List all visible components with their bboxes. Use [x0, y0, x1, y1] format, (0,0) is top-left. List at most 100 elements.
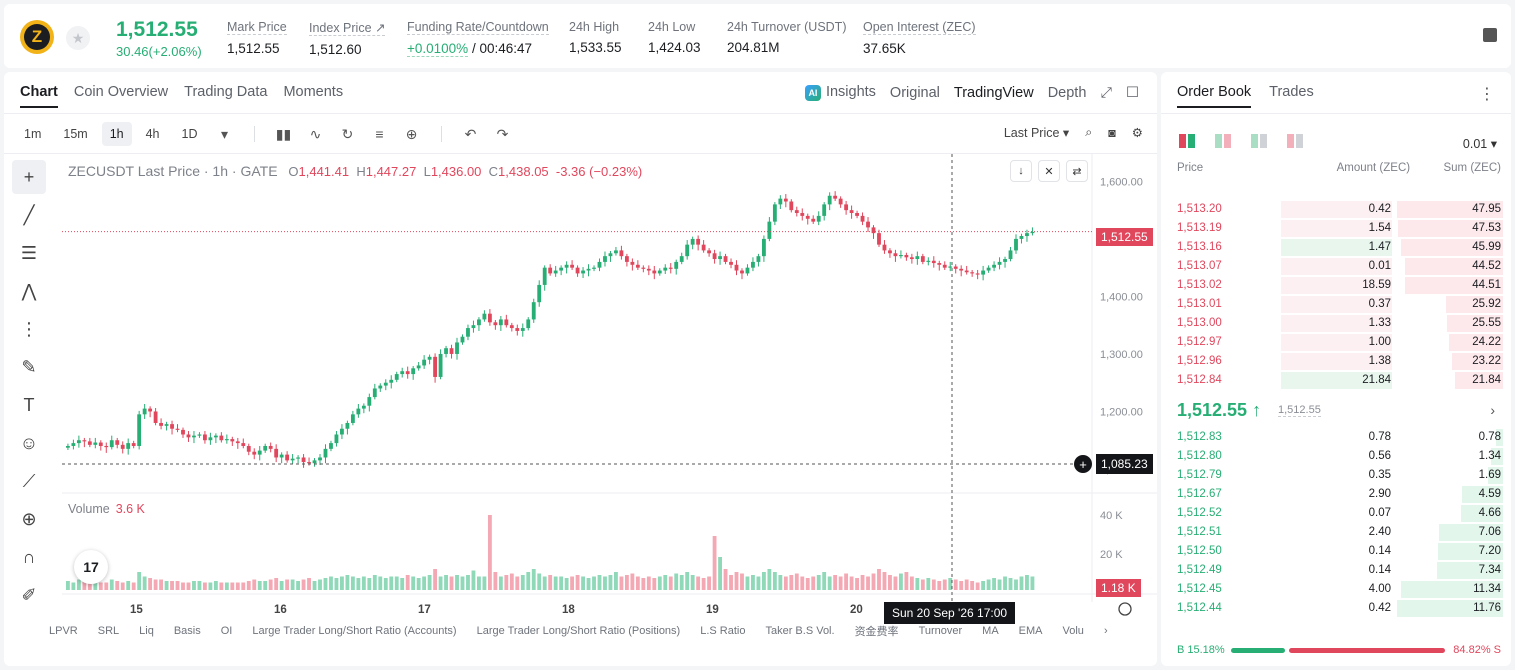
- tab-order-book[interactable]: Order Book: [1177, 84, 1252, 108]
- pattern-icon[interactable]: ⋀: [21, 280, 37, 301]
- bid-row[interactable]: 1,512.80 0.56 1.34: [1161, 447, 1511, 466]
- ask-row[interactable]: 1,513.19 1.54 47.53: [1161, 219, 1511, 238]
- brush-icon[interactable]: ✎: [21, 356, 37, 377]
- zoom-icon[interactable]: ⊕: [21, 508, 37, 529]
- indicator-lpvr[interactable]: LPVR: [49, 625, 78, 637]
- indicator-turnover[interactable]: Turnover: [918, 625, 963, 637]
- favorite-star-icon[interactable]: ★: [66, 26, 90, 50]
- timeframe-1h[interactable]: 1h: [101, 122, 132, 146]
- timeframe-1d[interactable]: 1D: [181, 127, 198, 141]
- more-options-icon[interactable]: ⋮: [1479, 86, 1495, 103]
- indicator-large-trader-accounts[interactable]: Large Trader Long/Short Ratio (Accounts): [252, 625, 457, 637]
- candlestick-chart[interactable]: 1,600.001,400.001,300.001,200.001,100.00…: [4, 72, 1157, 666]
- indicator-oi[interactable]: OI: [220, 625, 233, 637]
- bid-row[interactable]: 1,512.83 0.78 0.78: [1161, 428, 1511, 447]
- swap-icon[interactable]: ⇄: [1066, 160, 1088, 182]
- guide-book-icon[interactable]: [1483, 28, 1497, 42]
- magnet-icon[interactable]: ∩: [22, 546, 36, 567]
- ask-row[interactable]: 1,513.00 1.33 25.55: [1161, 314, 1511, 333]
- tab-chart[interactable]: Chart: [20, 84, 58, 108]
- emoji-icon[interactable]: ☺: [19, 432, 39, 453]
- indicator-ma[interactable]: MA: [982, 625, 999, 637]
- tradingview-logo-icon[interactable]: 17: [74, 550, 108, 584]
- fib-icon[interactable]: ⋮: [20, 318, 38, 339]
- timeframe-4h[interactable]: 4h: [145, 127, 160, 141]
- indicator-funding-rate[interactable]: 资金费率: [854, 626, 899, 638]
- precision-select[interactable]: 0.01 ▾: [1462, 137, 1497, 151]
- undo-icon[interactable]: ↶: [464, 125, 477, 142]
- tab-depth[interactable]: Depth: [1047, 84, 1087, 101]
- ask-row[interactable]: 1,512.97 1.00 24.22: [1161, 333, 1511, 352]
- candle-body: [959, 268, 964, 271]
- add-alert-icon[interactable]: +: [1074, 455, 1092, 473]
- indicator-ls-ratio[interactable]: L.S Ratio: [700, 625, 746, 637]
- ruler-icon[interactable]: ⟋: [22, 470, 36, 491]
- pencil-lock-icon[interactable]: ✐: [21, 584, 37, 605]
- collapse-icon[interactable]: ✕: [1038, 160, 1060, 182]
- bid-row[interactable]: 1,512.49 0.14 7.34: [1161, 561, 1511, 580]
- candle-body: [1008, 250, 1013, 260]
- horizontal-lines-icon[interactable]: ☰: [20, 242, 38, 263]
- tab-original[interactable]: Original: [889, 84, 940, 101]
- redo-icon[interactable]: ↷: [496, 125, 509, 142]
- bid-row[interactable]: 1,512.67 2.90 4.59: [1161, 485, 1511, 504]
- search-icon[interactable]: ⌕: [1085, 125, 1093, 139]
- tab-insights[interactable]: AI Insights: [804, 84, 876, 101]
- crosshair-icon[interactable]: +: [12, 160, 46, 194]
- candle-body: [909, 257, 914, 260]
- indicator-volume[interactable]: Volu: [1062, 625, 1084, 637]
- tab-trading-data[interactable]: Trading Data: [184, 84, 268, 100]
- candle-type-icon[interactable]: ▮▮: [275, 125, 292, 142]
- price-type-select[interactable]: Last Price ▾: [1003, 126, 1070, 140]
- chevron-right-icon[interactable]: ›: [1490, 402, 1495, 418]
- bid-row[interactable]: 1,512.79 0.35 1.69: [1161, 466, 1511, 485]
- tab-trades[interactable]: Trades: [1269, 84, 1314, 100]
- indicator-srl[interactable]: SRL: [97, 625, 120, 637]
- indicator-taker-bs-vol[interactable]: Taker B.S Vol.: [765, 625, 835, 637]
- tab-moments[interactable]: Moments: [283, 84, 344, 100]
- window-icon[interactable]: ☐: [1126, 84, 1139, 101]
- bids-only-icon[interactable]: [1251, 134, 1267, 148]
- stat-index-price[interactable]: Index Price ↗ 1,512.60: [309, 21, 386, 57]
- ask-row[interactable]: 1,513.07 0.01 44.52: [1161, 257, 1511, 276]
- indicators-icon[interactable]: ∿: [309, 125, 322, 142]
- trend-line-icon[interactable]: ╱: [23, 204, 35, 225]
- chevron-right-icon[interactable]: ›: [1103, 625, 1108, 637]
- sum-cell: 0.78: [1478, 431, 1501, 443]
- sum-cell: 4.66: [1478, 507, 1501, 519]
- indicator-liq[interactable]: Liq: [139, 625, 154, 637]
- bid-row[interactable]: 1,512.45 4.00 11.34: [1161, 580, 1511, 599]
- bid-row[interactable]: 1,512.52 0.07 4.66: [1161, 504, 1511, 523]
- both-sides-icon[interactable]: [1179, 134, 1195, 148]
- volume-bar: [186, 582, 191, 590]
- ask-row[interactable]: 1,513.16 1.47 45.99: [1161, 238, 1511, 257]
- tab-tradingview[interactable]: TradingView: [953, 84, 1034, 101]
- add-indicator-icon[interactable]: ⊕: [405, 125, 418, 142]
- timeframe-dropdown-icon[interactable]: ▾: [220, 125, 229, 142]
- tab-coin-overview[interactable]: Coin Overview: [73, 84, 169, 100]
- indicator-large-trader-positions[interactable]: Large Trader Long/Short Ratio (Positions…: [476, 625, 681, 637]
- expand-icon[interactable]: ⤢: [1100, 84, 1112, 101]
- templates-icon[interactable]: ≡: [375, 126, 384, 142]
- ask-row[interactable]: 1,512.96 1.38 23.22: [1161, 352, 1511, 371]
- asks-view-icon[interactable]: [1287, 134, 1303, 148]
- text-icon[interactable]: T: [23, 394, 35, 415]
- timeframe-1m[interactable]: 1m: [24, 127, 42, 141]
- indicator-ema[interactable]: EMA: [1018, 625, 1043, 637]
- ask-row[interactable]: 1,513.01 0.37 25.92: [1161, 295, 1511, 314]
- ask-row[interactable]: 1,513.02 18.59 44.51: [1161, 276, 1511, 295]
- arrow-down-icon[interactable]: ↓: [1010, 160, 1032, 182]
- bid-row[interactable]: 1,512.50 0.14 7.20: [1161, 542, 1511, 561]
- timeframe-15m[interactable]: 15m: [63, 127, 88, 141]
- indicator-basis[interactable]: Basis: [173, 625, 201, 637]
- ask-row[interactable]: 1,513.20 0.42 47.95: [1161, 200, 1511, 219]
- refresh-icon[interactable]: ↻: [341, 125, 354, 142]
- bid-row[interactable]: 1,512.51 2.40 7.06: [1161, 523, 1511, 542]
- asks-only-icon[interactable]: [1215, 134, 1231, 148]
- volume-bar: [767, 569, 772, 590]
- camera-icon[interactable]: ◙: [1108, 125, 1116, 140]
- price-cell: 1,512.52: [1177, 507, 1222, 519]
- settings-gear-icon[interactable]: ⚙: [1131, 126, 1143, 140]
- ask-row[interactable]: 1,512.84 21.84 21.84: [1161, 371, 1511, 390]
- bid-row[interactable]: 1,512.44 0.42 11.76: [1161, 599, 1511, 618]
